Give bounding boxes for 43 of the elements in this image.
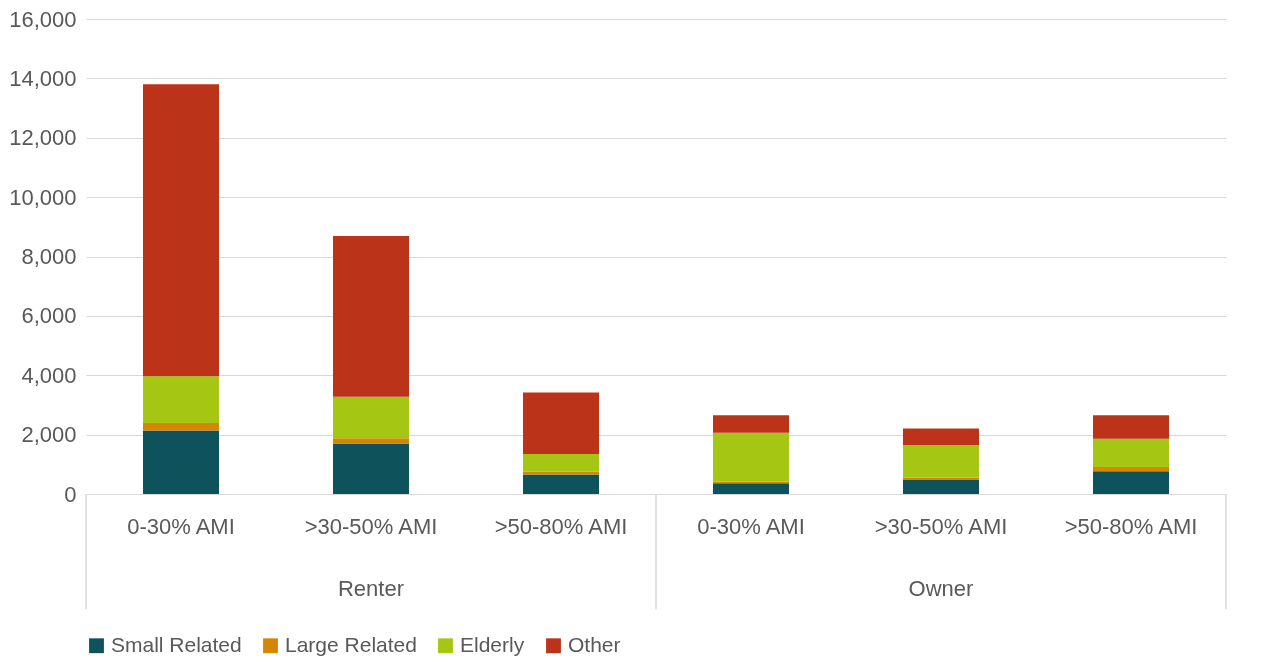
y-tick-label: 10,000 (9, 184, 77, 210)
bar (1093, 415, 1169, 439)
y-tick-label: 6,000 (21, 303, 77, 329)
bar (333, 438, 409, 444)
bar (143, 376, 219, 424)
bar (333, 236, 409, 397)
y-tick-label: 0 (64, 481, 77, 507)
y-tick-label: 16,000 (9, 6, 77, 32)
y-tick-label: 14,000 (9, 65, 77, 91)
y-tick-label: 2,000 (21, 422, 77, 448)
legend-label: Small Related (111, 632, 242, 656)
bar (903, 445, 979, 478)
bar (333, 396, 409, 439)
bar (1093, 438, 1169, 467)
text: Renter (337, 576, 405, 601)
bar (713, 415, 789, 433)
y-tick-label: 8,000 (21, 244, 77, 269)
x-tick-label: >50-80% AMI (1064, 513, 1198, 539)
x-tick-label: >30-50% AMI (874, 513, 1008, 539)
x-tick-label: 0-30% AMI (697, 513, 805, 539)
bar (523, 453, 599, 472)
bar (143, 84, 219, 377)
bar (333, 443, 409, 494)
bar (523, 392, 599, 454)
bar (713, 483, 789, 494)
bar (523, 474, 599, 494)
x-tick-label: 0-30% AMI (127, 513, 235, 539)
legend-label: Other (568, 632, 621, 656)
x-tick-label: >30-50% AMI (304, 513, 438, 539)
y-tick-label: 12,000 (9, 125, 77, 151)
x-tick-label: >50-80% AMI (494, 513, 628, 539)
bar (1093, 466, 1169, 472)
bar (713, 432, 789, 482)
legend-label: Elderly (460, 632, 525, 656)
bar (903, 480, 979, 494)
bar (903, 428, 979, 446)
legend-label: Large Related (285, 632, 417, 656)
bar (1093, 471, 1169, 494)
bar (143, 423, 219, 431)
text: Owner (908, 576, 974, 601)
y-tick-label: 4,000 (21, 362, 77, 388)
bar (903, 477, 979, 481)
bar (143, 430, 219, 494)
